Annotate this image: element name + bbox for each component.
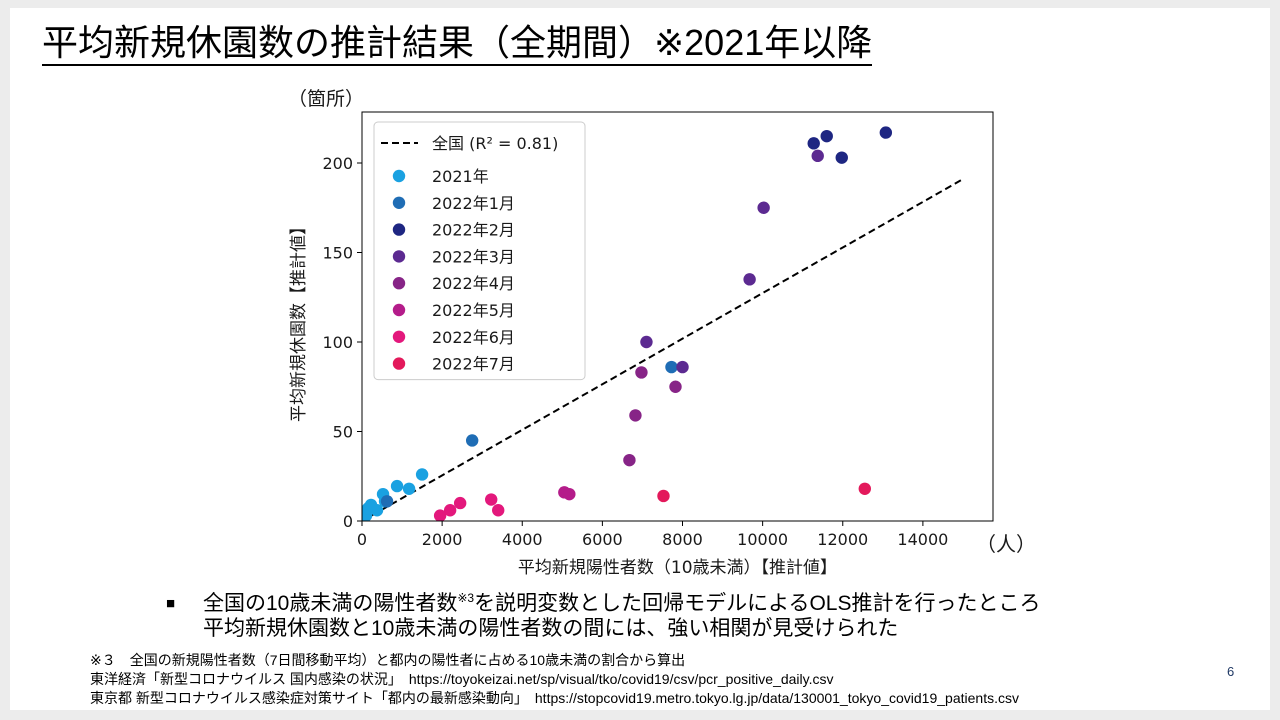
y-tick-label: 100: [322, 333, 353, 352]
x-unit-label: （人）: [976, 532, 1036, 556]
legend: 全国 (R² = 0.81) 2021年 2022年1月 2022年2月 2022年3月…: [373, 121, 586, 381]
y-unit-label: （箇所）: [288, 88, 364, 110]
legend-marker: [392, 357, 406, 370]
scatter-point-series3-4: [676, 360, 689, 374]
scatter-point-series2-1: [820, 129, 833, 143]
scatter-point-series0-6: [390, 479, 404, 493]
legend-entry-series4: 2022年4月: [392, 274, 515, 293]
bullet-marker: ■: [166, 595, 176, 612]
footnote-reference: ※3: [457, 591, 475, 605]
y-axis-label: 平均新規休園数【推計値】: [289, 218, 309, 422]
legend-entry-series0: 2021年: [392, 167, 489, 186]
scatter-point-series5-1: [563, 487, 576, 501]
scatter-point-series3-2: [743, 273, 756, 286]
scatter-point-series1-2: [665, 360, 678, 374]
body-text-line-1-part-a: 全国の10歳未満の陽性者数: [203, 592, 458, 615]
x-tick-label: 6000: [582, 530, 623, 549]
scatter-point-series3-3: [640, 335, 653, 349]
legend-label: 2022年4月: [432, 274, 515, 293]
legend-marker: [392, 303, 406, 317]
legend-label: 2022年1月: [432, 194, 515, 213]
legend-label: 2022年7月: [432, 355, 515, 374]
slide-title: 平均新規休園数の推計結果（全期間）※2021年以降: [42, 22, 873, 66]
legend-label: 2022年3月: [432, 247, 515, 266]
scatter-points-layer: [362, 126, 893, 521]
legend-entry-regression: 全国 (R² = 0.81): [381, 134, 558, 153]
x-tick-label: 4000: [502, 530, 543, 549]
legend-label: 全国 (R² = 0.81): [432, 134, 558, 153]
scatter-point-series7-1: [858, 482, 871, 495]
legend-label: 2022年6月: [432, 328, 515, 347]
footnote-source-tokyo: 東京都 新型コロナウイルス感染症対策サイト「都内の最新感染動向」 https:/…: [90, 690, 1019, 706]
legend-entry-series1: 2022年1月: [392, 194, 515, 213]
scatter-point-series4-3: [623, 453, 636, 467]
legend-marker: [392, 223, 406, 236]
footnote-note: ※３ 全国の新規陽性者数（7日間移動平均）と都内の陽性者に占める10歳未満の割合…: [90, 652, 686, 668]
scatter-point-series6-1: [443, 504, 457, 517]
legend-entry-series3: 2022年3月: [392, 247, 515, 266]
legend-label: 2022年2月: [432, 221, 515, 240]
legend-label: 2022年5月: [432, 301, 515, 320]
scatter-point-series3-0: [811, 149, 824, 163]
scatter-point-series6-4: [492, 504, 505, 517]
scatter-point-series6-2: [453, 496, 467, 510]
scatter-point-series0-3: [370, 504, 384, 517]
legend-marker: [392, 196, 406, 209]
regression-line: [362, 178, 964, 521]
x-tick-label: 2000: [422, 530, 463, 549]
legend-box: [373, 121, 586, 381]
scatter-point-series1-1: [465, 434, 479, 447]
scatter-point-series1-0: [380, 495, 394, 508]
scatter-point-series4-1: [669, 380, 682, 393]
legend-marker: [392, 169, 406, 183]
legend-marker: [392, 277, 406, 290]
legend-entry-series6: 2022年6月: [392, 328, 515, 347]
body-text-line-1: 全国の10歳未満の陽性者数※3を説明変数とした回帰モデルによるOLS推計を行った…: [203, 591, 1040, 616]
y-tick-label: 150: [322, 244, 353, 263]
x-axis-label: 平均新規陽性者数（10歳未満）【推計値】: [518, 558, 837, 578]
x-tick-label: 12000: [817, 530, 868, 549]
y-tick-label: 0: [343, 512, 353, 531]
scatter-point-series2-0: [807, 137, 820, 150]
x-tick-label: 14000: [897, 530, 948, 549]
body-text-line-2: 平均新規休園数と10歳未満の陽性者数の間には、強い相関が見受けられた: [203, 617, 899, 640]
legend-entry-series5: 2022年5月: [392, 301, 515, 320]
legend-label: 2021年: [432, 167, 489, 186]
scatter-point-series2-2: [835, 151, 848, 164]
x-tick-label: 10000: [737, 530, 788, 549]
scatter-point-series0-7: [402, 482, 416, 495]
y-tick-label: 200: [322, 154, 353, 173]
regression-line-layer: [362, 178, 964, 521]
scatter-point-series4-2: [629, 409, 642, 422]
legend-marker: [392, 250, 406, 263]
y-axis: 0 50 100 150 200: [322, 154, 362, 531]
footnote-source-toyokeizai: 東洋経済「新型コロナウイルス 国内感染の状況」 https://toyokeiz…: [90, 671, 834, 687]
scatter-point-series3-1: [757, 201, 770, 214]
legend-marker: [392, 330, 406, 343]
scatter-point-series2-3: [879, 126, 893, 139]
y-tick-label: 50: [333, 423, 353, 442]
legend-entry-series7: 2022年7月: [392, 355, 515, 374]
scatter-chart: 0 2000 4000 6000 8000 10000 12000 14000 0 50 100 1…: [288, 88, 1036, 578]
scatter-point-series7-0: [657, 489, 670, 503]
scatter-point-series6-0: [433, 509, 447, 521]
scatter-point-series0-8: [415, 468, 429, 481]
x-tick-label: 0: [357, 530, 367, 549]
body-text-line-1-part-b: を説明変数とした回帰モデルによるOLS推計を行ったところ: [474, 592, 1041, 615]
x-tick-label: 8000: [662, 530, 703, 549]
scatter-point-series6-3: [485, 493, 498, 506]
plot-frame: [361, 111, 994, 522]
x-axis: 0 2000 4000 6000 8000 10000 12000 14000: [357, 521, 948, 549]
scatter-point-series4-0: [635, 366, 648, 379]
plot-border: [361, 111, 994, 522]
page-number: 6: [1227, 664, 1235, 679]
legend-entry-series2: 2022年2月: [392, 221, 515, 240]
